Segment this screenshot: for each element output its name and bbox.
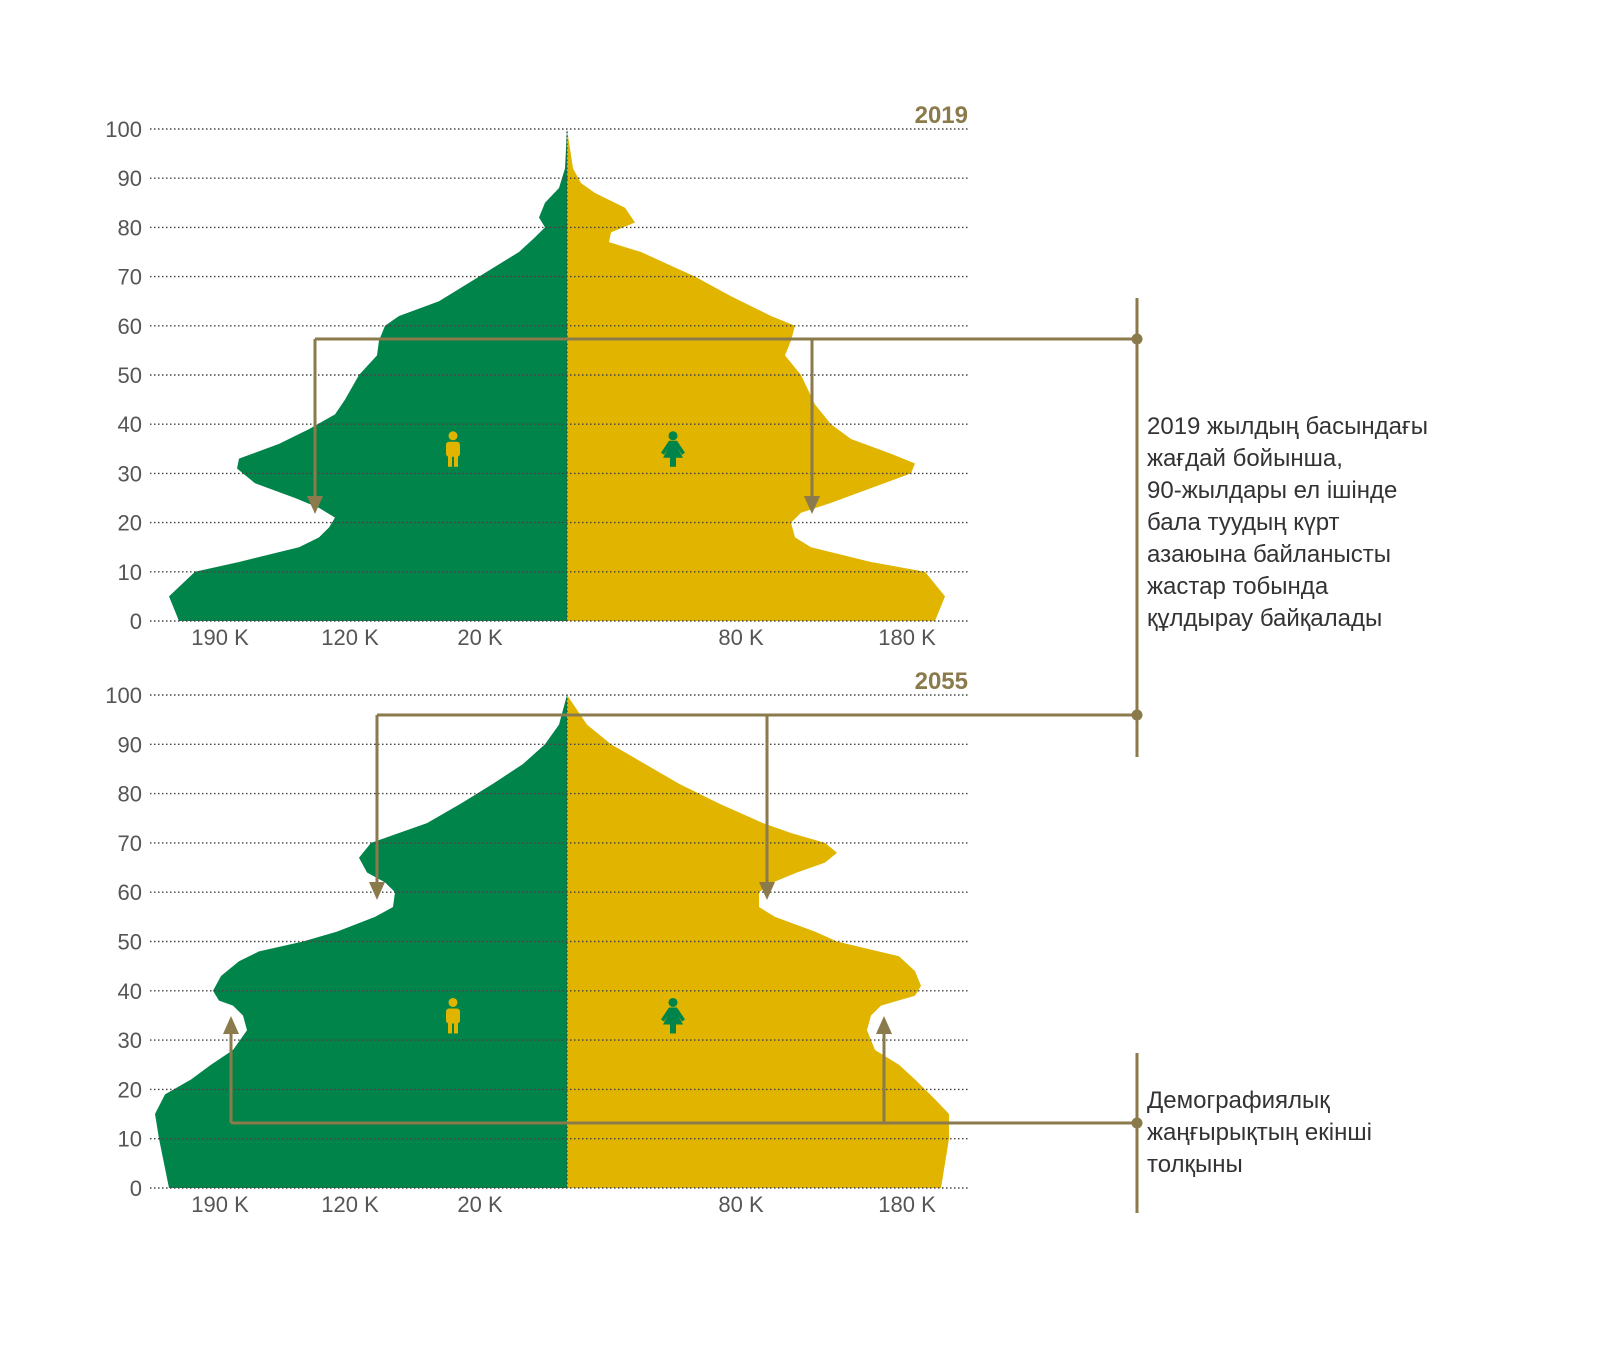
y-tick-label: 90 — [118, 732, 142, 757]
arrow-up-icon — [876, 1016, 892, 1034]
man-icon — [446, 431, 460, 467]
icon-body — [446, 1008, 460, 1024]
x-tick-label: 190 K — [191, 625, 249, 650]
y-tick-label: 30 — [118, 461, 142, 486]
icon-head — [668, 431, 678, 441]
y-tick-label: 20 — [118, 511, 142, 536]
x-tick-label: 20 K — [457, 625, 503, 650]
note-line: толқыны — [1147, 1151, 1243, 1178]
y-tick-label: 100 — [105, 117, 142, 142]
y-tick-label: 0 — [130, 609, 142, 634]
annotation-note-1: 2019 жылдың басындағы жағдай бойынша, 90… — [1147, 413, 1435, 632]
icon-legs — [670, 456, 676, 467]
note-line: құлдырау байқалады — [1147, 605, 1382, 632]
x-tick-label: 180 K — [878, 1192, 936, 1217]
note-line: 2019 жылдың басындағы — [1147, 413, 1428, 440]
y-tick-label: 50 — [118, 363, 142, 388]
note-line: бала туудың күрт — [1147, 509, 1340, 536]
bracket-1 — [307, 298, 1143, 900]
x-tick-label: 80 K — [718, 625, 764, 650]
note-line: Демографиялық — [1147, 1087, 1330, 1114]
icon-body — [446, 441, 460, 457]
chart-year-title: 2055 — [915, 668, 968, 695]
icon-head — [448, 431, 458, 441]
note-line: жастар тобында — [1147, 573, 1329, 600]
y-tick-label: 70 — [118, 265, 142, 290]
icon-leg — [454, 1021, 458, 1034]
y-tick-label: 70 — [118, 831, 142, 856]
icon-head — [668, 997, 678, 1007]
x-tick-label: 180 K — [878, 625, 936, 650]
arrow-down-icon — [307, 496, 323, 514]
arrow-up-icon — [223, 1016, 239, 1034]
arrow-down-icon — [759, 882, 775, 900]
y-tick-label: 80 — [118, 782, 142, 807]
y-tick-label: 90 — [118, 166, 142, 191]
y-tick-label: 60 — [118, 314, 142, 339]
woman-icon — [661, 997, 685, 1034]
male-population-area — [155, 695, 567, 1188]
note-line: жағдай бойынша, — [1147, 445, 1343, 472]
note-line: жаңғырықтың екінші — [1147, 1119, 1372, 1146]
y-tick-label: 0 — [130, 1176, 142, 1201]
arrow-down-icon — [804, 496, 820, 514]
y-tick-label: 60 — [118, 880, 142, 905]
y-tick-label: 40 — [118, 979, 142, 1004]
x-tick-label: 120 K — [321, 625, 379, 650]
female-population-area — [567, 129, 945, 621]
bracket-dot — [1131, 709, 1143, 721]
y-tick-label: 30 — [118, 1028, 142, 1053]
male-population-area — [169, 129, 567, 621]
pyramid-chart-2055: 0 10 20 30 40 50 60 70 80 90 100 190 K 120 K 20 K 80 K… — [105, 668, 970, 1217]
icon-head — [448, 997, 458, 1007]
chart-year-title: 2019 — [915, 102, 968, 129]
y-tick-label: 10 — [118, 560, 142, 585]
annotation-layer: 2019 жылдың басындағы жағдай бойынша, 90… — [223, 298, 1435, 1213]
icon-legs — [670, 1023, 676, 1034]
icon-leg — [448, 1021, 452, 1034]
icon-dress — [661, 440, 685, 458]
note-line: азаюына байланысты — [1147, 541, 1391, 568]
y-tick-label: 50 — [118, 930, 142, 955]
pyramid-chart-2019: 0 10 20 30 40 50 60 70 80 90 100 190 K 120 K 20 K 80 K… — [105, 102, 970, 650]
bracket-dot — [1131, 333, 1143, 345]
y-tick-label: 10 — [118, 1127, 142, 1152]
annotation-note-2: Демографиялық жаңғырықтың екінші толқыны — [1147, 1087, 1379, 1178]
icon-leg — [448, 454, 452, 467]
y-tick-label: 80 — [118, 215, 142, 240]
arrow-down-icon — [369, 882, 385, 900]
woman-icon — [661, 431, 685, 467]
icon-leg — [454, 454, 458, 467]
bracket-2 — [223, 1016, 1143, 1213]
man-icon — [446, 997, 460, 1034]
y-tick-label: 20 — [118, 1077, 142, 1102]
y-tick-label: 40 — [118, 412, 142, 437]
x-tick-label: 190 K — [191, 1192, 249, 1217]
y-tick-label: 100 — [105, 683, 142, 708]
icon-dress — [661, 1007, 685, 1025]
x-tick-label: 80 K — [718, 1192, 764, 1217]
x-tick-label: 20 K — [457, 1192, 503, 1217]
note-line: 90-жылдары ел ішінде — [1147, 477, 1397, 504]
bracket-dot — [1131, 1117, 1143, 1129]
x-tick-label: 120 K — [321, 1192, 379, 1217]
